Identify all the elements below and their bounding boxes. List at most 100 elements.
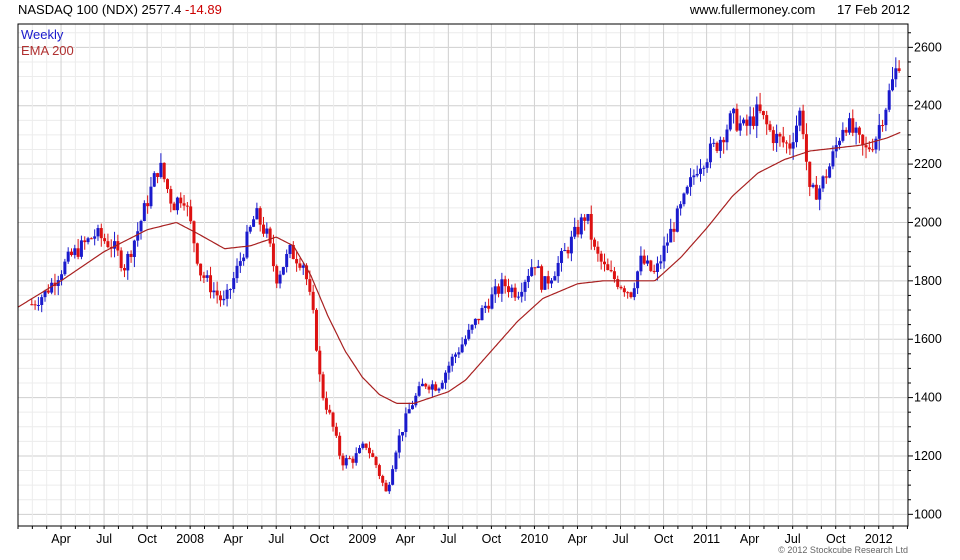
candlestick-series <box>30 57 901 494</box>
candle-body <box>318 350 322 375</box>
grid-lines <box>17 24 908 526</box>
candle-body <box>83 240 87 243</box>
candle-body <box>510 287 514 293</box>
candle-body <box>36 304 40 306</box>
candle-body <box>248 226 252 232</box>
y-tick-label: 2600 <box>914 40 942 54</box>
candle-body <box>66 251 70 262</box>
x-tick-label: Oct <box>654 532 674 546</box>
candle-body <box>599 253 603 262</box>
legend-weekly: Weekly <box>21 27 64 42</box>
candle-body <box>602 261 606 265</box>
candle-body <box>199 263 203 276</box>
candle-body <box>116 241 120 251</box>
candle-body <box>682 193 686 205</box>
candle-body <box>626 292 630 294</box>
candle-body <box>40 297 44 305</box>
candle-body <box>652 270 656 272</box>
candle-body <box>513 287 517 298</box>
chart-legend: Weekly EMA 200 <box>21 27 74 59</box>
candle-body <box>821 176 825 189</box>
candle-body <box>669 228 673 243</box>
candle-body <box>129 253 133 257</box>
ema-200-line <box>17 131 901 404</box>
candle-body <box>702 167 706 169</box>
candle-body <box>761 111 765 116</box>
candle-body <box>516 296 520 298</box>
candle-body <box>556 262 560 277</box>
candle-body <box>523 281 527 292</box>
candle-body <box>788 143 792 149</box>
candle-body <box>331 412 335 427</box>
candle-body <box>781 136 785 143</box>
candle-body <box>493 286 497 295</box>
candle-body <box>106 241 110 248</box>
candle-body <box>354 453 358 463</box>
candle-body <box>838 140 842 146</box>
candle-body <box>897 68 901 72</box>
candle-body <box>447 365 451 373</box>
x-tick-label: Jul <box>785 532 801 546</box>
candle-body <box>156 173 160 178</box>
candle-body <box>50 282 54 293</box>
y-tick-label: 1200 <box>914 449 942 463</box>
candle-body <box>785 142 789 144</box>
candle-body <box>33 304 37 306</box>
y-tick-label: 1000 <box>914 507 942 521</box>
x-tick-label: Jul <box>440 532 456 546</box>
candle-body <box>278 274 282 284</box>
candle-body <box>467 329 471 339</box>
candle-body <box>391 469 395 485</box>
candle-body <box>314 309 318 351</box>
candle-body <box>159 162 163 178</box>
candle-body <box>768 124 772 131</box>
candle-body <box>755 104 759 126</box>
candle-body <box>374 456 378 466</box>
candle-body <box>500 279 504 294</box>
candle-body <box>798 110 802 126</box>
legend-ema: EMA 200 <box>21 43 74 58</box>
candle-body <box>804 134 808 162</box>
candle-body <box>742 119 746 124</box>
candle-body <box>857 127 861 135</box>
candle-body <box>894 68 898 80</box>
candle-body <box>103 238 107 242</box>
candle-body <box>440 382 444 389</box>
candle-body <box>470 324 474 330</box>
candle-body <box>851 118 855 133</box>
candle-body <box>209 275 213 293</box>
candle-body <box>288 244 292 254</box>
candle-body <box>79 240 83 257</box>
x-tick-label: Oct <box>826 532 846 546</box>
candle-body <box>609 269 613 272</box>
candle-body <box>791 142 795 149</box>
candle-body <box>553 276 557 281</box>
candle-body <box>480 308 484 321</box>
candle-body <box>659 261 663 264</box>
candle-body <box>139 221 143 232</box>
candle-body <box>460 344 464 353</box>
candle-body <box>473 318 477 325</box>
candle-body <box>824 176 828 178</box>
candle-body <box>877 125 881 139</box>
candle-body <box>122 267 126 271</box>
candle-body <box>281 267 285 275</box>
x-tick-label: Apr <box>740 532 759 546</box>
website-link[interactable]: www.fullermoney.com <box>689 2 816 17</box>
candle-body <box>579 217 583 235</box>
header-right: www.fullermoney.com 17 Feb 2012 <box>672 2 910 18</box>
candle-body <box>255 208 259 220</box>
candle-body <box>301 265 305 268</box>
candle-body <box>708 143 712 163</box>
candle-body <box>748 116 752 126</box>
candle-body <box>589 213 593 240</box>
candle-body <box>616 279 620 287</box>
x-tick-label: 2008 <box>176 532 204 546</box>
candle-body <box>526 275 530 282</box>
candle-body <box>844 129 848 133</box>
candle-body <box>338 435 342 456</box>
symbol-quote: NASDAQ 100 (NDX) 2577.4 -14.89 <box>18 2 222 18</box>
candle-body <box>612 271 616 280</box>
candle-body <box>675 208 679 232</box>
candle-body <box>881 125 885 127</box>
